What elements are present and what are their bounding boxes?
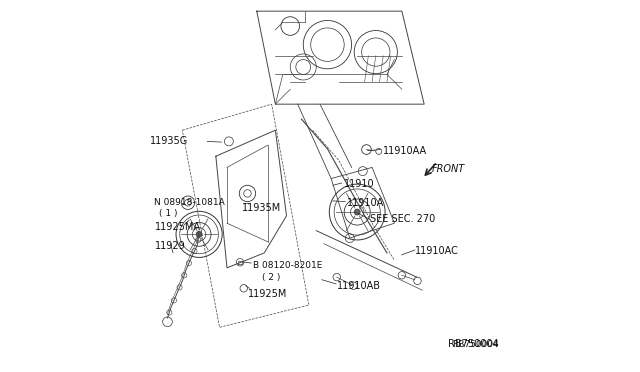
Text: ( 2 ): ( 2 )	[262, 273, 281, 282]
Text: RB750004: RB750004	[452, 340, 499, 349]
Text: RB750004: RB750004	[449, 339, 499, 349]
Text: 11910AC: 11910AC	[415, 246, 459, 256]
Text: 11910AB: 11910AB	[337, 282, 381, 291]
Text: 11910: 11910	[344, 179, 375, 189]
Text: 11925M: 11925M	[248, 289, 287, 299]
Circle shape	[354, 209, 360, 215]
Text: FRONT: FRONT	[431, 164, 465, 174]
Text: 11910AA: 11910AA	[383, 146, 428, 155]
Text: 11925MA: 11925MA	[154, 222, 200, 232]
Circle shape	[196, 231, 202, 237]
Text: B 08120-8201E: B 08120-8201E	[253, 262, 323, 270]
Text: 11935M: 11935M	[242, 203, 281, 213]
Text: 11929: 11929	[154, 241, 185, 250]
Text: SEE SEC. 270: SEE SEC. 270	[370, 215, 435, 224]
Text: 11910A: 11910A	[347, 198, 384, 208]
Text: N 08918-1081A: N 08918-1081A	[154, 198, 225, 207]
Text: 11935G: 11935G	[150, 137, 188, 146]
Text: ( 1 ): ( 1 )	[159, 209, 178, 218]
